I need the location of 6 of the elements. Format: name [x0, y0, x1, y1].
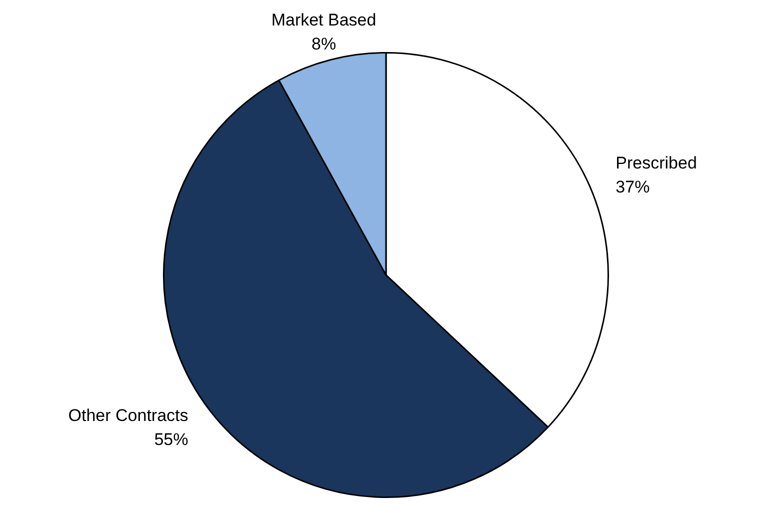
data-label: 55% [154, 430, 188, 450]
slice-label: Market Based [271, 10, 376, 30]
slice-label: Prescribed [616, 153, 697, 172]
data-label: 8% [311, 34, 336, 54]
data-label: 37% [616, 177, 650, 196]
slice-label: Other Contracts [68, 406, 188, 426]
